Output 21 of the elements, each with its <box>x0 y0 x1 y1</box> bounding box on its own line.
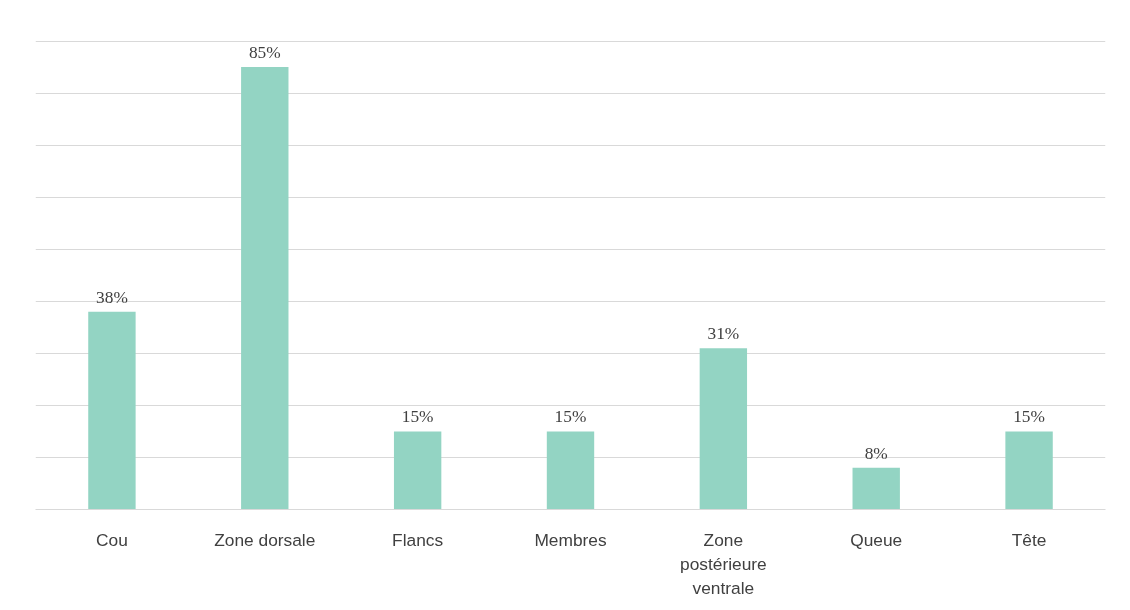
data-label: 31% <box>707 324 740 344</box>
x-tick-label: Zone dorsale <box>214 529 316 550</box>
data-label: 38% <box>96 287 128 307</box>
bar <box>852 467 900 510</box>
data-label: 15% <box>554 407 587 427</box>
data-label: 15% <box>1013 407 1045 427</box>
x-tick-label: Queue <box>850 529 903 550</box>
data-label: 85% <box>248 43 281 63</box>
bar <box>88 311 136 510</box>
x-tick-label: Cou <box>96 529 128 550</box>
bar <box>1005 431 1053 510</box>
bar <box>393 431 442 510</box>
bar <box>546 431 595 510</box>
data-label: 8% <box>864 443 888 463</box>
x-tick-label: Tête <box>1011 529 1047 550</box>
x-tick-label: Zone postérieure ventrale <box>680 529 767 598</box>
bar <box>241 67 289 510</box>
data-label: 15% <box>401 407 434 427</box>
x-tick-label: Membres <box>534 529 607 550</box>
bar <box>699 348 748 510</box>
x-tick-label: Flancs <box>392 529 444 550</box>
